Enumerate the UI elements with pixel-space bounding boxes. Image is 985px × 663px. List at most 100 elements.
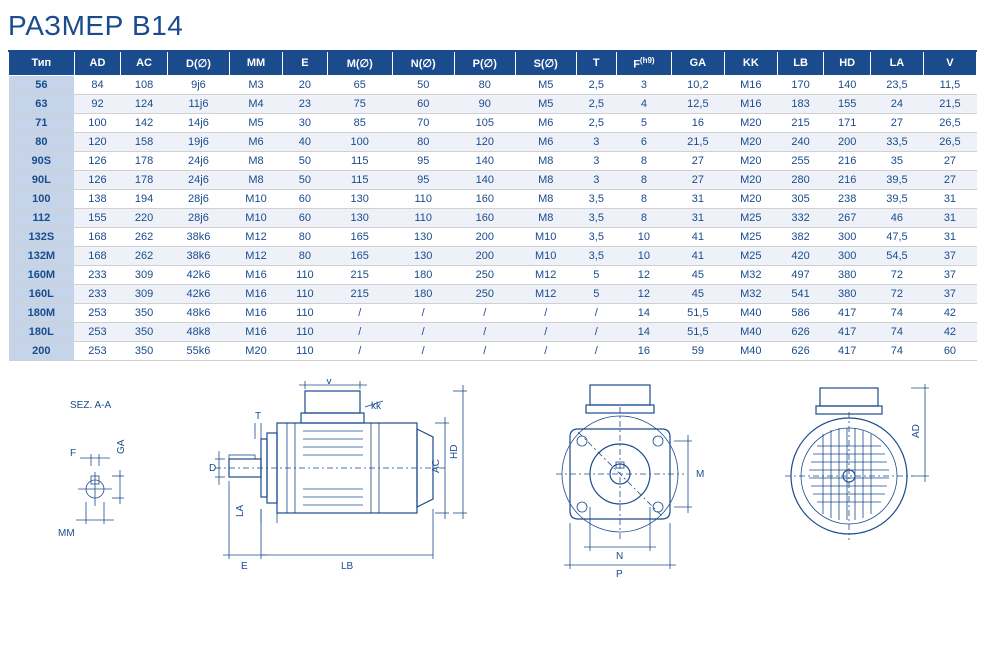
cell: 3,5: [576, 189, 616, 208]
cell: 3,5: [576, 208, 616, 227]
cell: 28j6: [167, 208, 229, 227]
col-header: LB: [777, 51, 824, 75]
cell: 45: [671, 284, 724, 303]
cell: 27: [671, 151, 724, 170]
row-type: 132S: [9, 227, 75, 246]
cell: 90: [454, 94, 515, 113]
cell: 27: [923, 151, 976, 170]
cell: M25: [724, 246, 777, 265]
cell: 10,2: [671, 75, 724, 94]
cell: 108: [121, 75, 168, 94]
cell: 40: [282, 132, 327, 151]
cell: 8: [616, 208, 671, 227]
cell: 72: [870, 265, 923, 284]
cell: 142: [121, 113, 168, 132]
cell: 171: [824, 113, 871, 132]
diagram-front-view: M N P: [520, 379, 720, 579]
cell: 200: [824, 132, 871, 151]
cell: 14j6: [167, 113, 229, 132]
cell: 42k6: [167, 265, 229, 284]
cell: 168: [74, 227, 121, 246]
cell: 380: [824, 284, 871, 303]
col-header: M(∅): [327, 51, 392, 75]
cell: 11,5: [923, 75, 976, 94]
cell: 100: [74, 113, 121, 132]
cell: M10: [515, 227, 576, 246]
cell: 14: [616, 322, 671, 341]
cell: 115: [327, 170, 392, 189]
diagram-section-aa: SEZ. A-A F GA MM: [40, 394, 150, 564]
cell: /: [515, 322, 576, 341]
svg-text:P: P: [616, 569, 623, 579]
cell: 420: [777, 246, 824, 265]
cell: 216: [824, 151, 871, 170]
row-type: 90L: [9, 170, 75, 189]
cell: 100: [327, 132, 392, 151]
cell: 3: [616, 75, 671, 94]
table-body: 56841089j6M320655080M52,5310,2M161701402…: [9, 75, 977, 360]
cell: 3: [576, 132, 616, 151]
row-type: 160M: [9, 265, 75, 284]
cell: 417: [824, 322, 871, 341]
cell: M20: [724, 132, 777, 151]
cell: 216: [824, 170, 871, 189]
row-type: 132M: [9, 246, 75, 265]
svg-text:GA: GA: [116, 439, 127, 454]
cell: M6: [230, 132, 283, 151]
cell: M32: [724, 265, 777, 284]
cell: 42: [923, 303, 976, 322]
cell: 80: [282, 227, 327, 246]
cell: 24: [870, 94, 923, 113]
cell: M16: [230, 303, 283, 322]
cell: 27: [870, 113, 923, 132]
cell: 55k6: [167, 341, 229, 360]
cell: M8: [515, 189, 576, 208]
cell: 26,5: [923, 113, 976, 132]
svg-text:E: E: [241, 561, 248, 572]
cell: 48k8: [167, 322, 229, 341]
cell: 2,5: [576, 113, 616, 132]
cell: 586: [777, 303, 824, 322]
cell: 50: [392, 75, 454, 94]
cell: 84: [74, 75, 121, 94]
cell: 37: [923, 284, 976, 303]
table-row: 639212411j6M423756090M52,5412,5M16183155…: [9, 94, 977, 113]
cell: 23,5: [870, 75, 923, 94]
cell: M20: [724, 151, 777, 170]
cell: 240: [777, 132, 824, 151]
cell: 75: [327, 94, 392, 113]
row-type: 180L: [9, 322, 75, 341]
cell: 21,5: [923, 94, 976, 113]
cell: 24j6: [167, 151, 229, 170]
cell: M16: [724, 94, 777, 113]
cell: 110: [282, 341, 327, 360]
cell: 165: [327, 246, 392, 265]
cell: 9j6: [167, 75, 229, 94]
cell: 178: [121, 170, 168, 189]
cell: 28j6: [167, 189, 229, 208]
cell: M5: [230, 113, 283, 132]
cell: 10: [616, 227, 671, 246]
cell: 51,5: [671, 322, 724, 341]
cell: 3: [576, 170, 616, 189]
cell: 170: [777, 75, 824, 94]
cell: 3: [576, 151, 616, 170]
col-header: V: [923, 51, 976, 75]
cell: 60: [282, 189, 327, 208]
cell: 626: [777, 322, 824, 341]
cell: 38k6: [167, 227, 229, 246]
cell: 92: [74, 94, 121, 113]
col-header: KK: [724, 51, 777, 75]
table-row: 180L25335048k8M16110/////1451,5M40626417…: [9, 322, 977, 341]
row-type: 180M: [9, 303, 75, 322]
cell: M12: [230, 246, 283, 265]
cell: 31: [923, 227, 976, 246]
cell: 39,5: [870, 189, 923, 208]
cell: M5: [515, 94, 576, 113]
cell: 180: [392, 265, 454, 284]
cell: M6: [515, 113, 576, 132]
cell: 24j6: [167, 170, 229, 189]
cell: 183: [777, 94, 824, 113]
table-row: 11215522028j6M1060130110160M83,5831M2533…: [9, 208, 977, 227]
cell: 130: [327, 208, 392, 227]
